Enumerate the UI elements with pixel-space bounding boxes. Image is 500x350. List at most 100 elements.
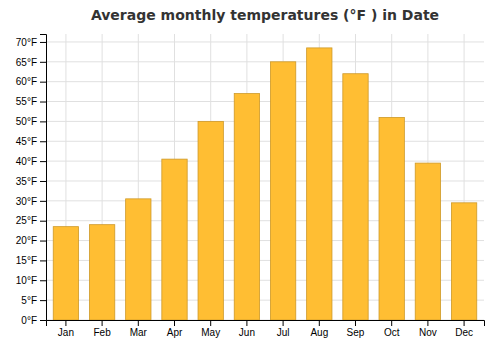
y-tick: 65°F [16,57,46,68]
y-tick: 50°F [16,116,46,127]
x-tick-label: Feb [93,327,111,338]
x-tick: Dec [455,320,473,338]
x-tick-mark [246,320,247,326]
chart-container: 0°F 5°F 10°F 15°F 20°F 25°F 30°F 35°F 40°F 45°F 50… [0,0,500,350]
x-tick-mark [102,320,103,326]
x-tick-label: Sep [347,327,365,338]
y-tick-label: 25°F [16,215,37,226]
x-tick-label: Dec [455,327,473,338]
grid [46,34,484,320]
y-tick: 5°F [21,295,46,306]
bars [53,48,477,320]
y-grid-line [46,141,484,142]
y-tick-label: 55°F [16,96,37,107]
y-tick-label: 30°F [16,196,37,207]
x-tick: Jul [277,320,290,338]
x-tick: Mar [130,320,148,338]
x-tick-mark [65,320,66,326]
y-tick-mark [40,42,46,43]
x-tick-label: Jun [239,327,255,338]
x-tick-label: May [201,327,220,338]
y-tick: 40°F [16,156,46,167]
bar [126,199,151,320]
chart-title: Average monthly temperatures (°F ) in Da… [91,7,439,23]
y-tick: 70°F [16,37,46,48]
y-tick: 25°F [16,215,46,226]
x-tick-label: Jul [277,327,290,338]
y-tick-label: 0°F [21,315,37,326]
y-tick-mark [40,280,46,281]
x-tick-mark [319,320,320,326]
y-grid-line [46,161,484,162]
y-tick-label: 70°F [16,37,37,48]
y-tick-mark [40,82,46,83]
x-tick-label: Aug [310,327,328,338]
y-tick-label: 45°F [16,136,37,147]
bar [162,159,187,320]
y-tick-mark [40,201,46,202]
bar [89,225,114,320]
y-tick: 30°F [16,196,46,207]
x-tick-label: Apr [167,327,183,338]
y-tick-mark [40,181,46,182]
x-tick-mark [427,320,428,326]
plot-area: 0°F 5°F 10°F 15°F 20°F 25°F 30°F 35°F 40°F 45°F 50… [16,34,485,338]
y-tick: 20°F [16,235,46,246]
y-tick-mark [40,62,46,63]
y-tick-mark [40,260,46,261]
chart-svg: 0°F 5°F 10°F 15°F 20°F 25°F 30°F 35°F 40°F 45°F 50… [0,0,500,350]
y-tick: 55°F [16,96,46,107]
x-tick-mark [210,320,211,326]
y-tick: 35°F [16,176,46,187]
x-tick-mark [138,320,139,326]
y-tick-label: 60°F [16,76,37,87]
y-tick: 0°F [21,315,46,326]
x-tick-label: Oct [384,327,400,338]
y-tick-label: 50°F [16,116,37,127]
y-tick-label: 10°F [16,275,37,286]
y-axis-line [40,35,47,321]
y-tick-label: 20°F [16,235,37,246]
y-grid-line [46,41,484,42]
x-tick: Feb [93,320,111,338]
y-tick: 45°F [16,136,46,147]
bar [415,163,440,320]
y-axis: 0°F 5°F 10°F 15°F 20°F 25°F 30°F 35°F 40°F 45°F 50… [16,35,47,326]
bar [198,121,223,320]
y-tick-label: 40°F [16,156,37,167]
y-tick-mark [40,102,46,103]
y-tick-label: 35°F [16,176,37,187]
x-tick: Aug [310,320,328,338]
y-tick-mark [40,320,46,321]
y-tick-label: 15°F [16,255,37,266]
x-axis-line [47,321,485,327]
x-tick: Jan [58,320,74,338]
y-tick-mark [40,221,46,222]
x-tick-label: Nov [419,327,437,338]
bar [234,94,259,320]
x-tick-label: Jan [58,327,74,338]
y-grid-line [46,101,484,102]
x-tick: Nov [419,320,437,338]
x-tick: May [201,320,220,338]
y-tick: 10°F [16,275,46,286]
y-tick-label: 5°F [21,295,37,306]
x-tick-mark [464,320,465,326]
y-tick: 15°F [16,255,46,266]
y-tick-label: 65°F [16,57,37,68]
y-grid-line [46,61,484,62]
bar [53,227,78,320]
x-tick-mark [391,320,392,326]
bar [270,62,295,320]
x-tick: Apr [167,320,183,338]
x-tick-mark [174,320,175,326]
x-tick-mark [283,320,284,326]
x-axis: Jan Feb Mar Apr May Jun Jul Aug Sep Oct Nov Dec [47,320,485,338]
y-tick-mark [40,241,46,242]
y-tick-mark [40,300,46,301]
y-tick-mark [40,121,46,122]
x-tick-mark [355,320,356,326]
bar [307,48,332,320]
y-tick-mark [40,141,46,142]
y-tick-mark [40,161,46,162]
